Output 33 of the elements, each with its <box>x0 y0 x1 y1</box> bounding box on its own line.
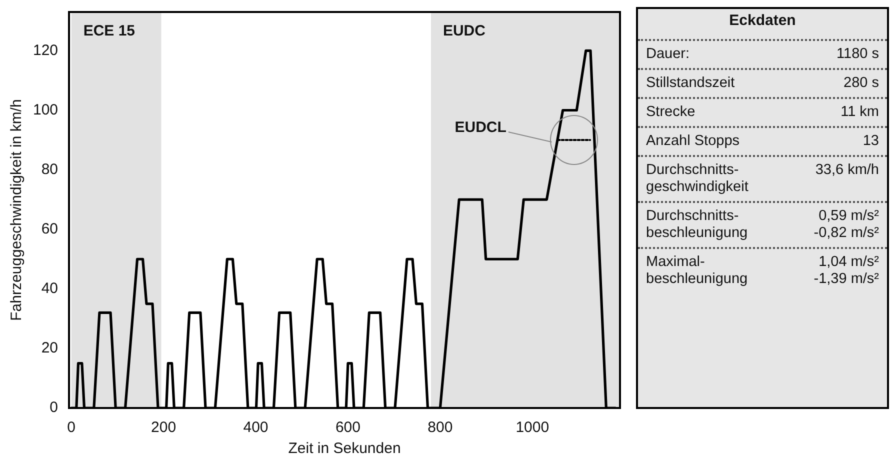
x-axis-title: Zeit in Sekunden <box>288 440 401 458</box>
text: Anzahl Stopps <box>646 133 740 150</box>
y-tick-label: 120 <box>32 42 58 59</box>
x-tick-label: 200 <box>151 419 176 436</box>
text: 11 km <box>840 104 879 121</box>
text: 0,59 m/s² -0,82 m/s² <box>814 208 879 242</box>
y-tick-label: 0 <box>50 399 58 416</box>
y-axis-title: Fahrzeuggeschwindigkeit in km/h <box>8 99 26 321</box>
x-tick-label: 400 <box>243 419 268 436</box>
text: Eckdaten <box>728 11 797 31</box>
y-tick-label: 80 <box>41 160 58 178</box>
text: 1,04 m/s² -1,39 m/s² <box>814 254 879 288</box>
text: 13 <box>862 133 879 150</box>
y-tick-label: 60 <box>41 220 58 238</box>
text: Strecke <box>646 104 696 121</box>
x-tick-label: 0 <box>67 419 76 436</box>
x-tick-label: 1000 <box>516 419 550 436</box>
text: Durchschnitts- beschleunigung <box>646 208 748 242</box>
text: Maximal- beschleunigung <box>646 254 748 288</box>
band-label: EUDC <box>442 22 486 40</box>
y-tick-label: 100 <box>32 101 58 118</box>
y-tick-label: 40 <box>41 280 58 298</box>
text: Stillstandszeit <box>646 75 735 92</box>
text: 280 s <box>844 75 879 92</box>
text: 1180 s <box>836 46 879 63</box>
y-tick-label: 20 <box>41 340 58 357</box>
x-tick-label: 800 <box>428 419 453 436</box>
x-tick-label: 600 <box>335 419 360 436</box>
text: Dauer: <box>646 46 690 63</box>
band-label: ECE 15 <box>83 22 136 40</box>
text: EUDCL <box>454 119 506 136</box>
text: 33,6 km/h <box>815 162 879 180</box>
text: Durchschnitts- geschwindigkeit <box>646 162 748 196</box>
